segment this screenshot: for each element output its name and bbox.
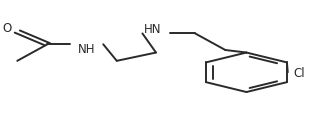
Text: HN: HN [144, 23, 162, 36]
Text: O: O [2, 22, 11, 35]
Text: Cl: Cl [294, 66, 305, 79]
Text: NH: NH [78, 43, 95, 56]
